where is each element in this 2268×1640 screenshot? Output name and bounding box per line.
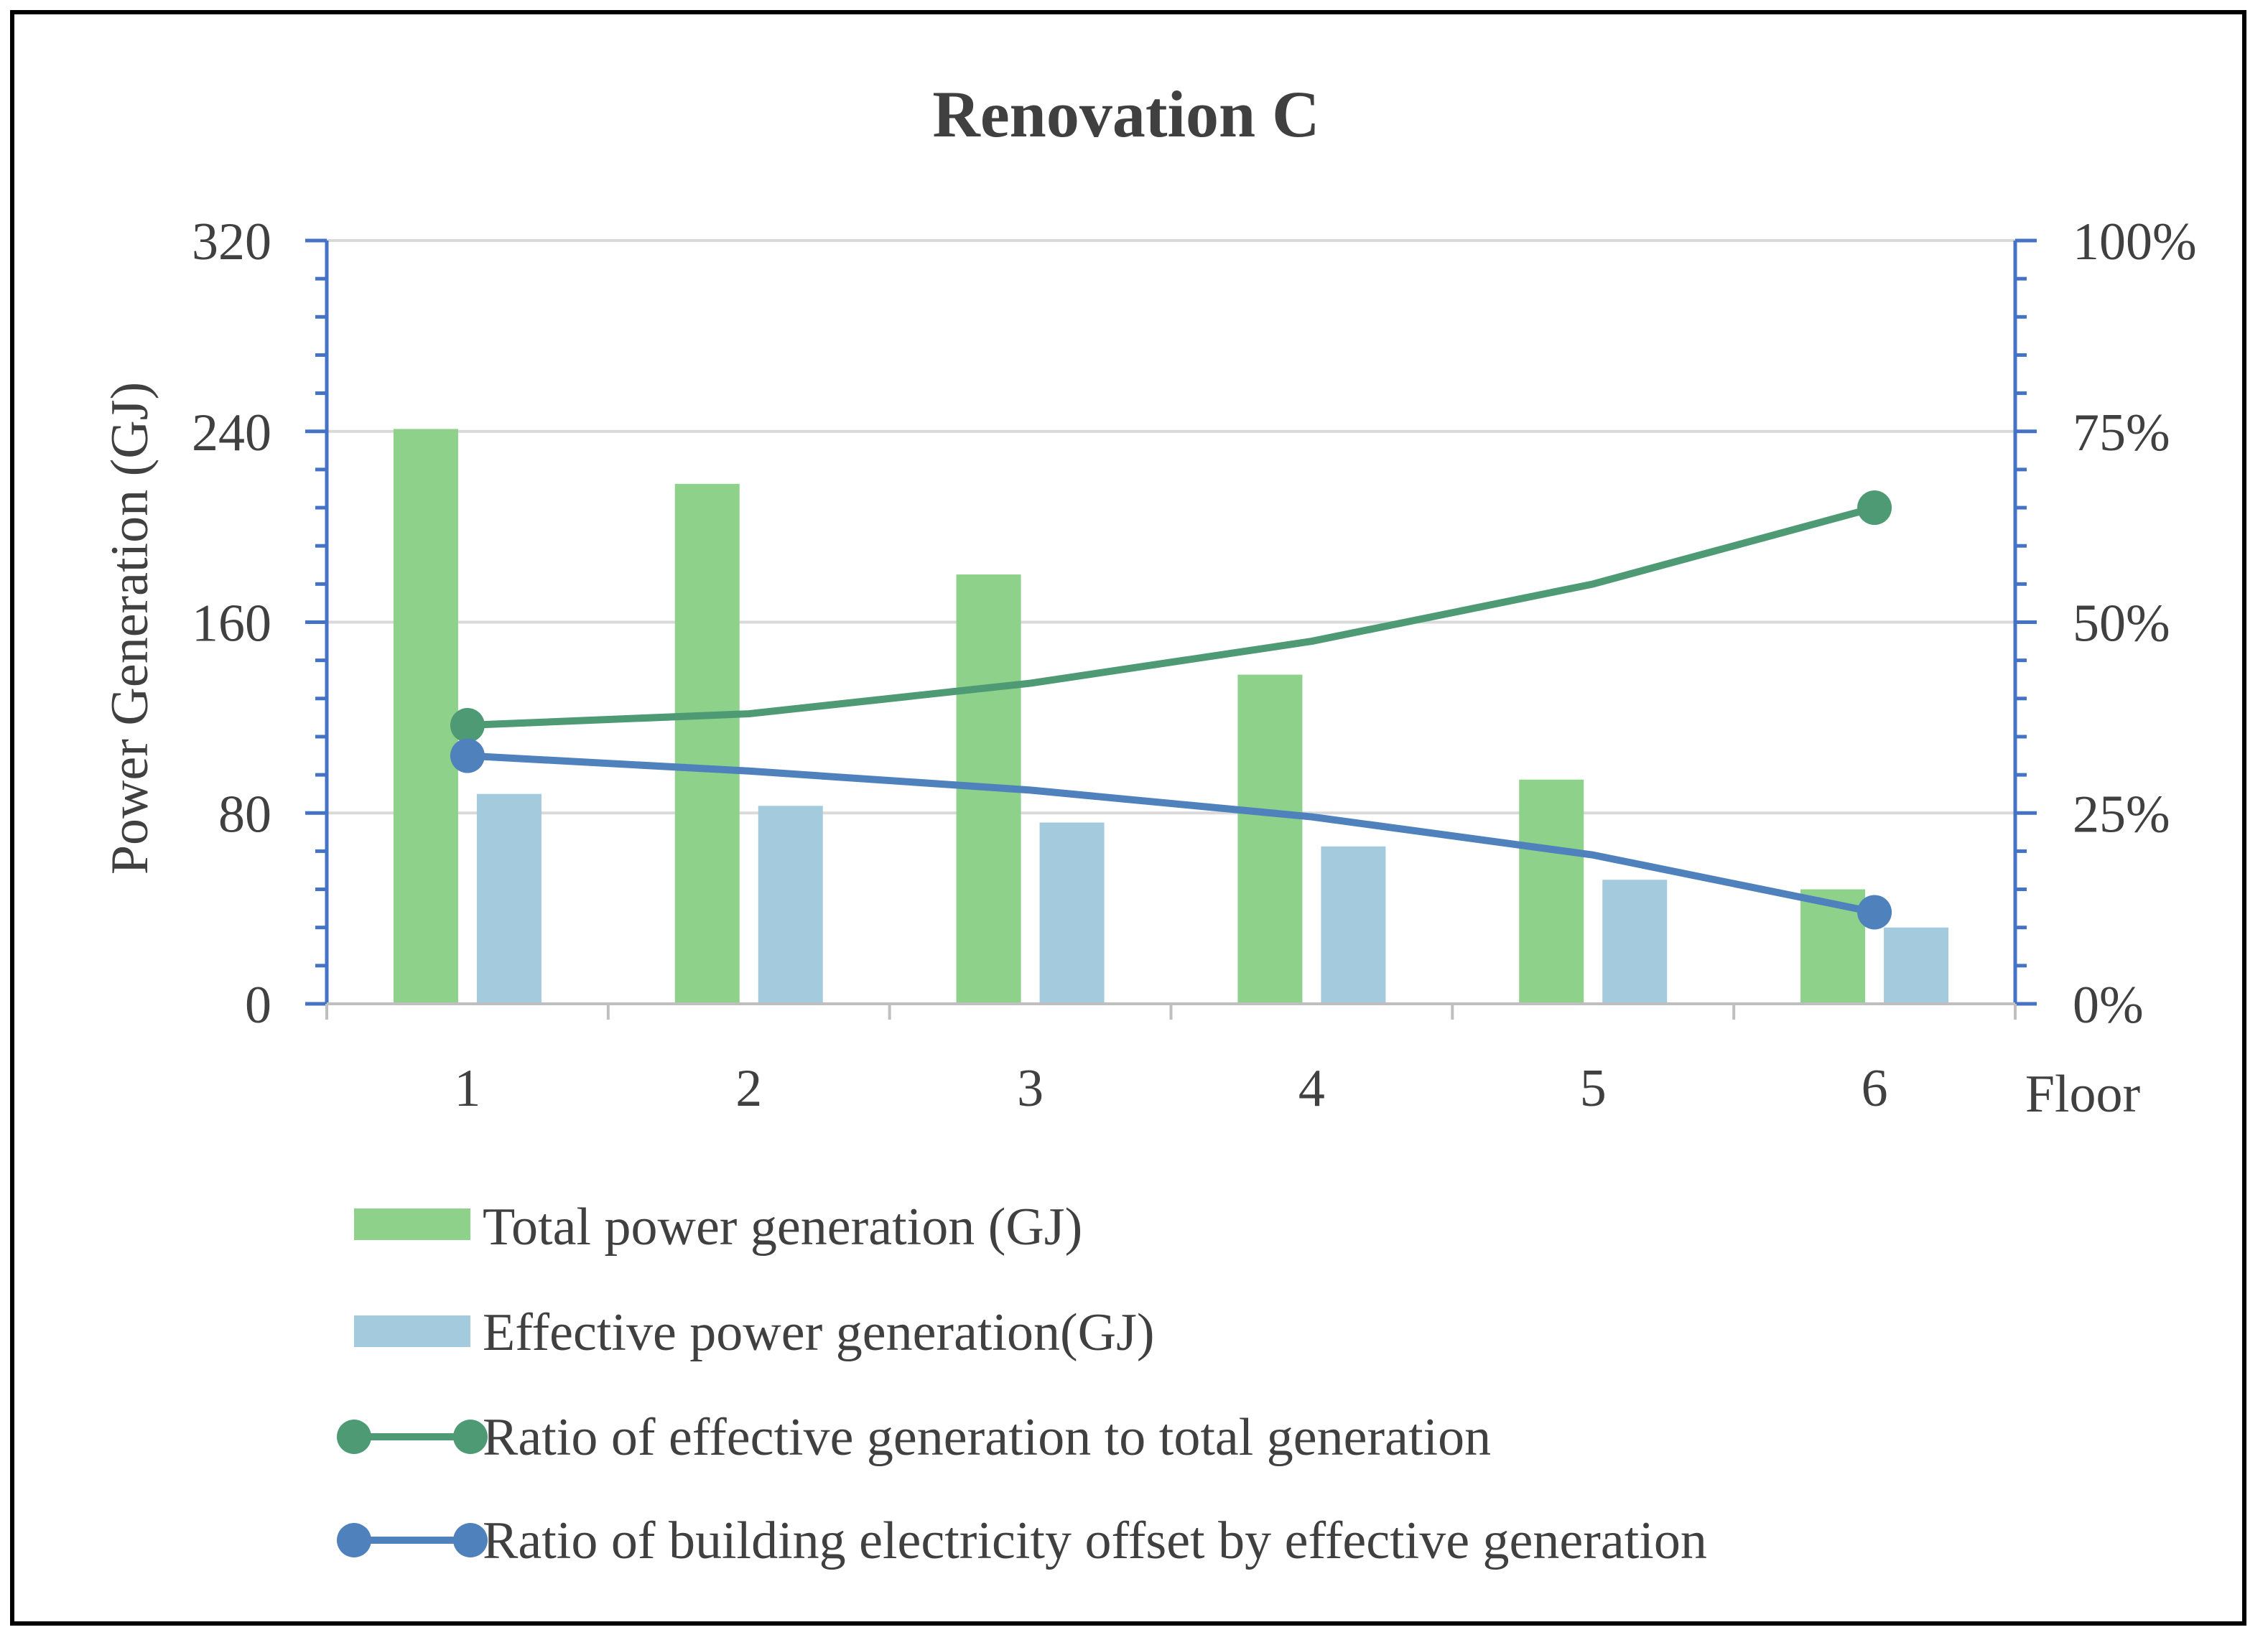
y-tick-label: 240: [192, 404, 271, 462]
y-tick-label: 80: [218, 785, 271, 844]
y2-tick-label: 100%: [2073, 213, 2197, 271]
x-tick-label: 6: [1862, 1059, 1888, 1118]
y2-tick-label: 25%: [2073, 785, 2170, 844]
y2-tick-label: 75%: [2073, 404, 2170, 462]
bar-effective: [476, 793, 542, 1004]
y-axis-label: Power Generation (GJ): [101, 382, 159, 875]
line-ratio-offset: [467, 752, 1876, 916]
legend-marker-ratio-offset-left: [337, 1523, 371, 1557]
bar-series: [393, 429, 1949, 1004]
bar-effective: [1321, 846, 1386, 1004]
x-axis-label: Floor: [2025, 1065, 2140, 1124]
bar-effective: [758, 806, 823, 1004]
legend-swatch-total: [354, 1208, 470, 1240]
marker-ratio-effective: [450, 708, 485, 743]
tick-labels: 0 0% 80 25% 160 50% 240 75% 320 100% 1 2 3 4 5 6: [192, 213, 2197, 1118]
y-tick-label: 160: [192, 595, 271, 653]
y-tick-label: 320: [192, 213, 271, 271]
axes: [305, 238, 2037, 1020]
x-tick-label: 3: [1017, 1059, 1044, 1118]
legend-marker-ratio-offset-right: [453, 1523, 488, 1557]
bar-total: [674, 483, 740, 1004]
bar-effective: [1039, 822, 1105, 1004]
bar-effective: [1602, 880, 1668, 1004]
bar-total: [1237, 674, 1303, 1004]
x-tick-label: 5: [1580, 1059, 1607, 1118]
line-series: [450, 490, 1892, 930]
legend: Total power generation (GJ) Effective po…: [337, 1198, 1707, 1570]
legend-marker-ratio-effective-right: [453, 1420, 488, 1454]
bar-effective: [1884, 927, 1949, 1004]
legend-label-effective: Effective power generation(GJ): [483, 1303, 1155, 1362]
y2-tick-label: 0%: [2073, 976, 2144, 1035]
legend-label-ratio-effective: Ratio of effective generation to total g…: [483, 1408, 1491, 1467]
gridlines: [327, 239, 2015, 815]
line-ratio-effective: [467, 504, 1876, 730]
x-tick-label: 1: [454, 1059, 480, 1118]
marker-ratio-effective: [1857, 490, 1892, 526]
legend-label-total: Total power generation (GJ): [483, 1198, 1082, 1257]
y-tick-label: 0: [245, 976, 271, 1035]
marker-ratio-offset: [1857, 895, 1892, 930]
x-tick-label: 4: [1298, 1059, 1325, 1118]
bar-total: [393, 429, 458, 1004]
x-tick-label: 2: [735, 1059, 762, 1118]
y2-tick-label: 50%: [2073, 595, 2170, 653]
legend-marker-ratio-effective-left: [337, 1420, 371, 1454]
legend-swatch-effective: [354, 1315, 470, 1347]
legend-label-ratio-offset: Ratio of building electricity offset by …: [483, 1511, 1707, 1570]
marker-ratio-offset: [450, 738, 485, 773]
chart-frame: [10, 10, 2246, 1626]
bar-total: [1519, 779, 1584, 1004]
chart-title: Renovation C: [932, 78, 1319, 151]
